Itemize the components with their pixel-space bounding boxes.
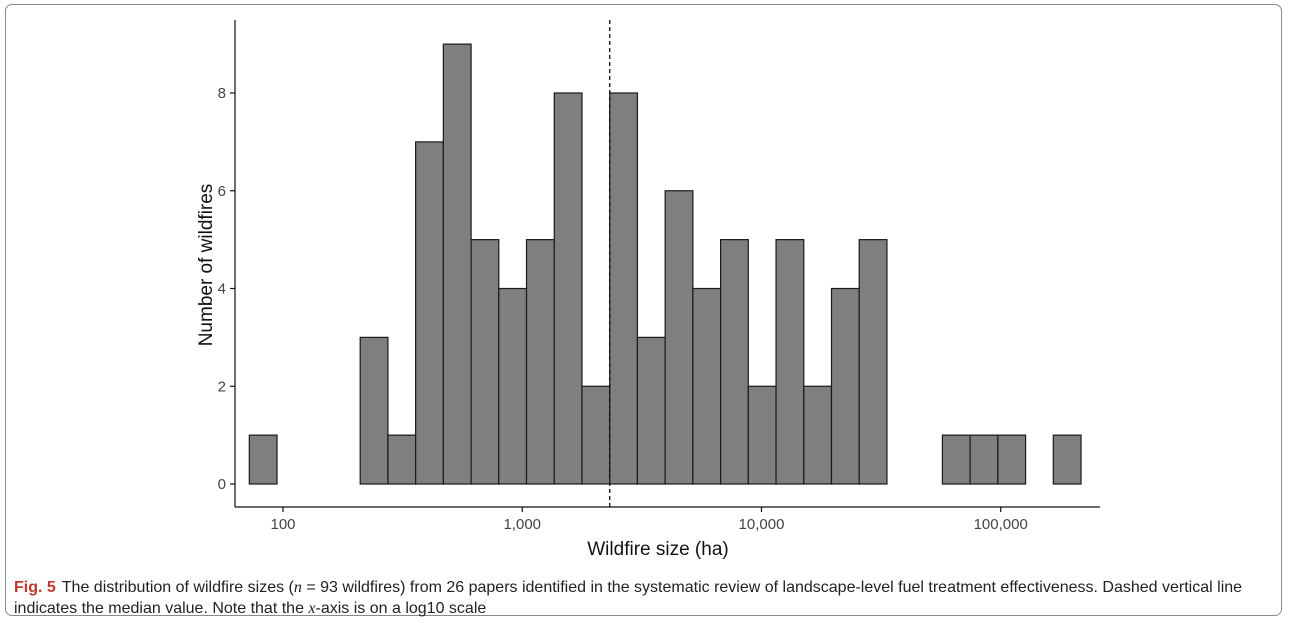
figure-label: Fig. 5 <box>14 579 56 596</box>
histogram-bar-15 <box>636 336 666 485</box>
histogram-bar-6 <box>387 434 417 485</box>
x-tick-label-10000: 10,000 <box>739 516 785 533</box>
histogram-bar-17 <box>692 287 722 485</box>
caption-text-2: = 93 wildfires) from 26 papers identifie… <box>14 579 1243 617</box>
histogram-bars <box>248 43 1082 485</box>
x-tick-label-1000: 1,000 <box>503 516 541 533</box>
figure-frame <box>5 4 1282 616</box>
histogram-bar-26 <box>941 434 971 485</box>
wildfire-size-histogram: 0 2 4 6 8 100 1,000 10,000 100,000 Wildfire size… <box>196 20 1100 560</box>
y-tick-label-0: 0 <box>218 476 226 493</box>
histogram-bar-30 <box>1052 434 1082 485</box>
y-tick-label-4: 4 <box>218 281 226 298</box>
histogram-bar-5 <box>359 336 389 485</box>
histogram-bar-23 <box>858 239 888 485</box>
histogram-bar-28 <box>997 434 1027 485</box>
y-axis-title: Number of wildfires <box>196 184 217 347</box>
histogram-bar-13 <box>581 385 611 485</box>
caption-text-1: The distribution of wildfire sizes ( <box>61 579 294 596</box>
histogram-bar-18 <box>719 239 749 485</box>
histogram-bar-7 <box>415 141 444 485</box>
caption-x-symbol: x <box>308 600 316 617</box>
histogram-bar-9 <box>470 239 500 485</box>
x-tick-label-100: 100 <box>270 516 295 533</box>
histogram-bar-27 <box>969 434 999 485</box>
histogram-bar-11 <box>525 239 555 485</box>
caption-text-3: -axis is on a log10 scale <box>315 600 487 617</box>
x-axis-title: Wildfire size (ha) <box>587 539 728 560</box>
figure-caption: Fig. 5 The distribution of wildfire sizes… <box>14 577 1276 619</box>
histogram-bar-8 <box>442 43 472 485</box>
histogram-bar-20 <box>775 239 805 485</box>
histogram-bar-10 <box>498 287 528 485</box>
histogram-bar-19 <box>747 385 777 485</box>
caption-n-symbol: n <box>293 579 302 596</box>
x-tick-label-100000: 100,000 <box>974 516 1028 533</box>
axes: 0 2 4 6 8 100 1,000 10,000 100,000 <box>218 20 1100 533</box>
histogram-bar-16 <box>664 190 694 485</box>
histogram-bar-1 <box>248 434 278 485</box>
histogram-bar-14 <box>609 92 639 485</box>
y-tick-label-6: 6 <box>218 183 226 200</box>
y-tick-label-8: 8 <box>218 85 226 102</box>
histogram-bar-22 <box>830 287 860 485</box>
y-tick-label-2: 2 <box>218 378 226 395</box>
histogram-bar-12 <box>553 92 583 485</box>
histogram-bar-21 <box>803 385 833 485</box>
